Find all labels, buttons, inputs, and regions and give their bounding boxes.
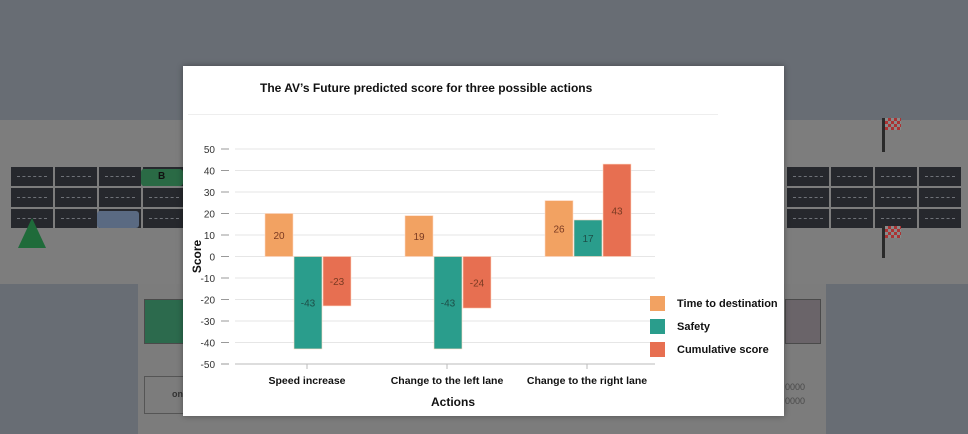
bar[interactable] — [322, 256, 352, 307]
y-tick-label: -20 — [201, 296, 216, 307]
legend-swatch — [650, 319, 665, 334]
right-action-button[interactable] — [785, 299, 821, 344]
legend-label: Safety — [677, 321, 711, 333]
y-tick-label: 30 — [204, 188, 216, 199]
car-label: B — [158, 171, 166, 182]
legend-label: Time to destination — [677, 298, 778, 310]
av-car: B — [141, 169, 183, 186]
y-tick-label: 20 — [204, 210, 216, 221]
panel-value-1: 0000 — [785, 382, 806, 392]
bar[interactable] — [573, 219, 603, 257]
data-label: 17 — [582, 234, 594, 245]
bar[interactable] — [544, 200, 574, 257]
bar[interactable] — [404, 215, 434, 257]
background-bottom-left — [0, 284, 138, 434]
data-label: -23 — [330, 277, 345, 288]
x-axis-label: Actions — [431, 395, 475, 409]
finish-flag-bottom-pole — [882, 224, 885, 258]
data-label: 43 — [611, 206, 623, 217]
bar-chart: 50 40 30 20 10 0 -10 -20 -30 -40 -50 Score 20 -43 -23 S… — [190, 145, 655, 409]
y-tick-label: -10 — [201, 274, 216, 285]
panel-value-2: 0000 — [785, 396, 806, 406]
y-tick-label: -30 — [201, 317, 216, 328]
chart-title: The AV’s Future predicted score for thre… — [260, 81, 593, 95]
y-tick-label: 10 — [204, 231, 216, 242]
road-right — [787, 167, 961, 229]
x-tick-label: Speed increase — [268, 375, 345, 387]
other-car — [97, 211, 139, 228]
y-tick-label: 40 — [204, 167, 216, 178]
background-bottom-right — [826, 284, 968, 434]
grey-action-button[interactable]: on — [144, 376, 186, 414]
chart-modal: The AV’s Future predicted score for thre… — [183, 66, 784, 416]
x-tick-label: Change to the right lane — [527, 375, 647, 387]
title-divider — [188, 114, 718, 115]
x-tick-label: Change to the left lane — [391, 375, 504, 387]
bar[interactable] — [293, 256, 323, 350]
tree-icon — [18, 218, 46, 248]
bar[interactable] — [462, 256, 492, 309]
legend-swatch — [650, 296, 665, 311]
bar[interactable] — [433, 256, 463, 350]
data-label: -24 — [470, 278, 485, 289]
finish-flag-top-pole — [882, 118, 885, 152]
finish-flag-top-icon — [885, 118, 901, 130]
data-label: 19 — [413, 232, 425, 243]
bar[interactable] — [602, 163, 632, 257]
grey-button-label: on — [172, 389, 183, 399]
y-tick-label: -50 — [201, 360, 216, 371]
y-tick-label: 50 — [204, 145, 216, 156]
data-label: 20 — [273, 231, 285, 242]
data-label: -43 — [301, 299, 316, 310]
y-tick-label: 0 — [209, 253, 215, 264]
y-axis-label: Score — [190, 240, 204, 274]
legend-swatch — [650, 342, 665, 357]
green-action-button[interactable] — [144, 299, 186, 344]
finish-flag-bottom-icon — [885, 226, 901, 238]
data-label: 26 — [553, 225, 565, 236]
y-tick-label: -40 — [201, 339, 216, 350]
data-label: -43 — [441, 299, 456, 310]
bar[interactable] — [264, 213, 294, 257]
legend-label: Cumulative score — [677, 344, 769, 356]
